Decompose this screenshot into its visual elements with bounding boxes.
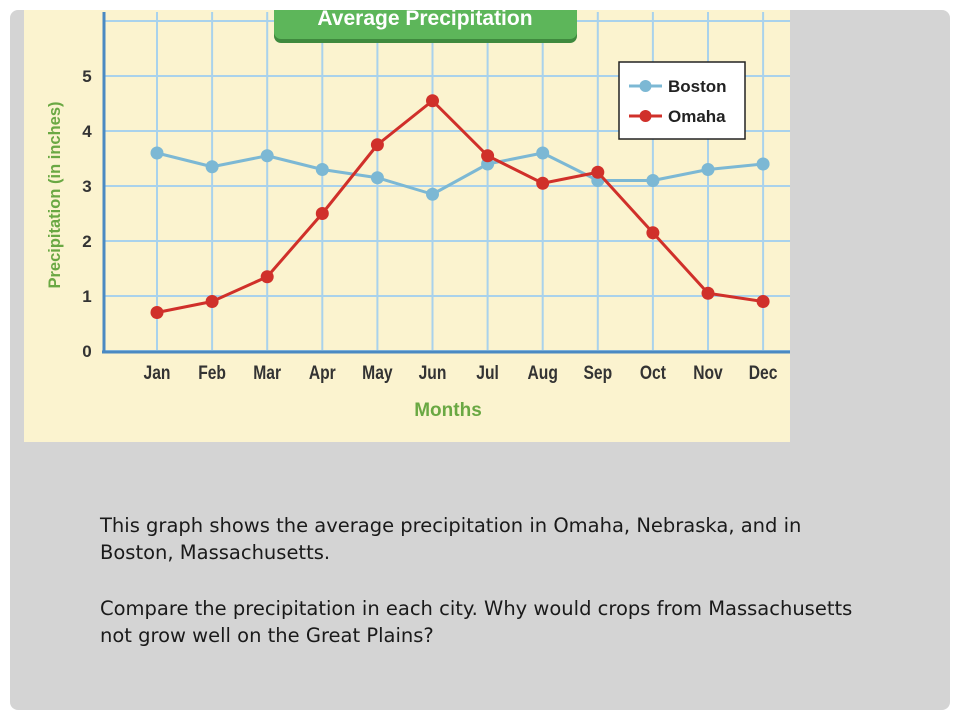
slide-background: 0 1 2 3 4 5 Jan Feb Mar Apr May Jun Jul Aug Sep Oct Nov D… <box>10 10 950 710</box>
data-point-omaha <box>370 138 384 152</box>
paragraph-description: This graph shows the average precipitati… <box>100 514 802 564</box>
data-point-boston <box>646 174 660 187</box>
axes: 0 1 2 3 4 5 Jan Feb Mar Apr May Jun Jul Aug Sep Oct Nov D… <box>46 12 790 421</box>
legend-box <box>618 61 746 140</box>
data-point-omaha <box>646 226 660 240</box>
chart-title: Average Precipitation <box>317 10 532 30</box>
legend-label: Omaha <box>668 107 726 126</box>
chart-title-banner: Average Precipitation <box>274 10 577 43</box>
paragraph-question: Compare the precipitation in each city. … <box>100 597 853 647</box>
x-tick-label: Feb <box>198 361 226 383</box>
x-tick-label: Dec <box>749 361 778 383</box>
data-point-omaha <box>426 94 439 108</box>
grid <box>104 12 790 352</box>
y-tick-label: 4 <box>82 122 92 141</box>
data-point-boston <box>260 149 274 163</box>
data-point-boston <box>701 163 715 176</box>
data-point-boston <box>370 171 384 185</box>
series-line-boston <box>156 151 764 196</box>
x-tick-label: Oct <box>640 361 666 383</box>
chart-panel: 0 1 2 3 4 5 Jan Feb Mar Apr May Jun Jul Aug Sep Oct Nov D… <box>24 10 790 442</box>
title-banner <box>274 10 577 39</box>
data-point-omaha <box>701 286 715 300</box>
slide-body-text: This graph shows the average precipitati… <box>100 512 880 678</box>
x-tick-label: Jun <box>419 361 447 383</box>
legend-label: Boston <box>668 77 727 96</box>
x-tick-label: Jul <box>476 361 499 383</box>
data-point-omaha <box>481 149 495 163</box>
x-tick-label: Aug <box>528 361 558 383</box>
data-point-boston <box>426 187 439 201</box>
x-tick-label: Apr <box>309 361 336 383</box>
x-tick-label: Nov <box>693 361 723 383</box>
data-point-boston <box>205 160 219 174</box>
data-point-boston <box>150 146 164 160</box>
legend: Boston Omaha <box>618 61 746 140</box>
x-tick-label: Mar <box>253 361 281 383</box>
data-point-boston <box>315 163 329 176</box>
data-point-boston <box>756 157 770 171</box>
y-tick-label: 1 <box>82 287 91 306</box>
y-tick-label: 0 <box>82 342 91 361</box>
x-tick-label: May <box>362 361 393 383</box>
y-axis-title: Precipitation (in inches) <box>46 101 64 288</box>
legend-swatch-marker <box>639 110 652 122</box>
data-point-omaha <box>591 165 605 179</box>
data-point-boston <box>536 146 550 160</box>
y-tick-label: 2 <box>82 232 91 251</box>
y-tick-label: 3 <box>82 177 91 196</box>
data-point-omaha <box>150 306 164 319</box>
series <box>150 94 770 319</box>
data-point-omaha <box>205 295 219 308</box>
precipitation-line-chart: 0 1 2 3 4 5 Jan Feb Mar Apr May Jun Jul Aug Sep Oct Nov D… <box>46 10 790 421</box>
x-tick-label: Sep <box>583 361 612 383</box>
data-point-omaha <box>260 270 274 284</box>
data-point-omaha <box>756 295 770 308</box>
x-axis-title: Months <box>414 400 482 421</box>
data-point-omaha <box>536 176 550 190</box>
data-point-omaha <box>315 207 329 220</box>
series-line-omaha <box>156 99 764 314</box>
legend-swatch-marker <box>639 80 652 92</box>
x-tick-label: Jan <box>144 361 171 383</box>
y-tick-label: 5 <box>82 67 91 86</box>
